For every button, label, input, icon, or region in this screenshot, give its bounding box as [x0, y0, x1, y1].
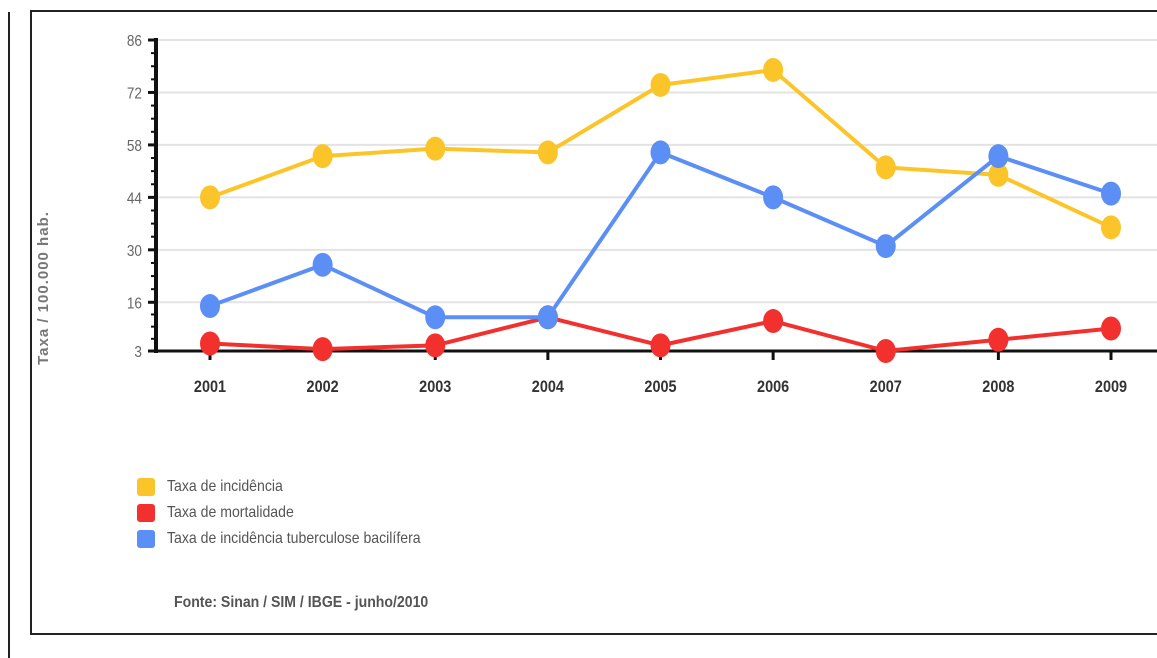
data-point-bacillary — [312, 252, 333, 277]
data-point-bacillary — [650, 140, 671, 165]
data-point-incidence — [763, 57, 784, 82]
data-point-incidence — [988, 162, 1009, 187]
data-point-mortality — [763, 309, 784, 334]
legend-item-bacillary: Taxa de incidência tuberculose bacilífer… — [137, 526, 455, 552]
data-point-bacillary — [537, 305, 558, 330]
legend-item-mortality: Taxa de mortalidade — [137, 500, 455, 526]
y-tick-label: 30 — [127, 243, 142, 260]
x-tick-label: 2008 — [982, 378, 1014, 396]
data-point-incidence — [650, 72, 671, 97]
data-point-incidence — [425, 136, 446, 161]
legend-label-mortality: Taxa de mortalidade — [167, 504, 294, 521]
data-point-mortality — [988, 327, 1009, 352]
legend-item-incidence: Taxa de incidência — [137, 474, 455, 500]
legend-swatch-mortality — [137, 504, 155, 522]
data-point-bacillary — [425, 305, 446, 330]
x-tick-label: 2002 — [307, 378, 339, 396]
x-tick-label: 2007 — [870, 378, 902, 396]
axis-labels: 3 16 30 44 58 72 86 2001 2002 2003 2004 2005 2006 200… — [35, 33, 1127, 396]
data-point-incidence — [537, 140, 558, 165]
legend: Taxa de incidência Taxa de mortalidade T… — [137, 474, 455, 552]
y-tick-label: 58 — [127, 138, 142, 155]
y-tick-label: 86 — [127, 33, 142, 50]
y-tick-label: 16 — [127, 295, 142, 312]
legend-swatch-bacillary — [137, 530, 155, 548]
data-point-mortality — [650, 333, 671, 358]
data-point-bacillary — [200, 294, 220, 319]
data-point-bacillary — [875, 234, 896, 259]
data-point-mortality — [200, 331, 220, 356]
series-lines — [200, 57, 1121, 363]
source-note: Fonte: Sinan / SIM / IBGE - junho/2010 — [174, 594, 429, 611]
series-line-bacillary — [208, 150, 1113, 320]
y-tick-label: 3 — [134, 344, 142, 361]
x-tick-label: 2003 — [419, 378, 451, 396]
data-point-mortality — [875, 339, 896, 363]
legend-label-incidence: Taxa de incidência — [167, 478, 283, 495]
chart-frame — [30, 10, 1157, 635]
data-point-mortality — [425, 333, 446, 358]
y-tick-label: 44 — [127, 190, 142, 207]
data-point-incidence — [200, 185, 220, 210]
data-point-mortality — [1101, 316, 1121, 341]
data-point-mortality — [312, 337, 333, 362]
legend-swatch-incidence — [137, 478, 155, 496]
data-point-incidence — [1101, 215, 1121, 240]
data-point-incidence — [875, 155, 896, 180]
data-point-bacillary — [1101, 181, 1121, 206]
data-point-incidence — [312, 144, 333, 169]
x-tick-label: 2005 — [644, 378, 676, 396]
y-tick-label: 72 — [127, 86, 142, 103]
legend-label-bacillary: Taxa de incidência tuberculose bacilífer… — [167, 530, 421, 547]
x-tick-label: 2001 — [194, 378, 226, 396]
data-point-bacillary — [763, 185, 784, 210]
left-border — [8, 12, 10, 658]
y-axis-title: Taxa / 100.000 hab. — [35, 211, 52, 365]
x-tick-label: 2009 — [1095, 378, 1127, 396]
data-point-bacillary — [988, 144, 1009, 169]
x-tick-label: 2006 — [757, 378, 789, 396]
x-tick-label: 2004 — [532, 378, 564, 396]
